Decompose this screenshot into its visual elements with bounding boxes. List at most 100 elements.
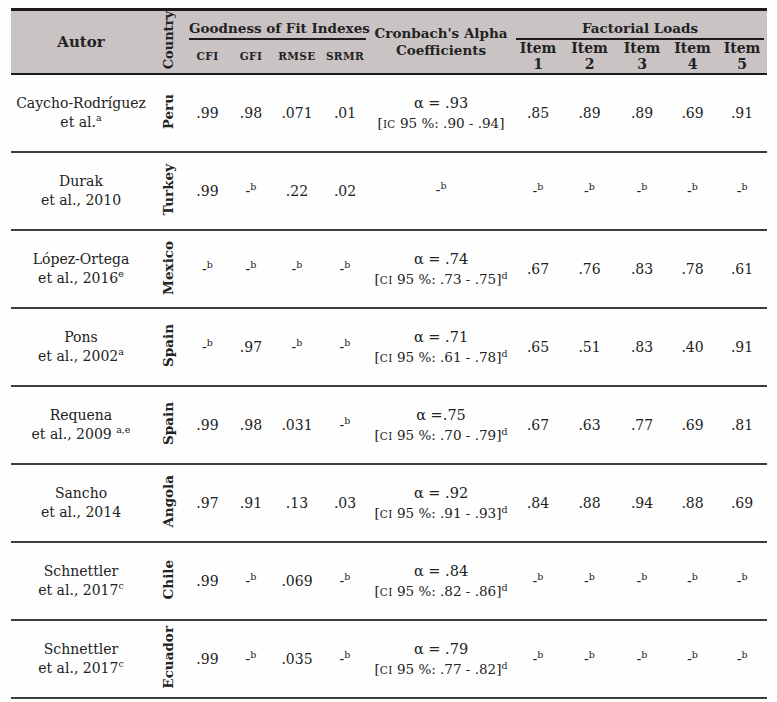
item3-cell: -b	[616, 620, 668, 698]
item4-cell: .88	[668, 464, 717, 542]
smallcaps-text: CI	[380, 586, 393, 598]
header-factorial-group: Factorial Loads	[513, 10, 767, 40]
alpha-cell: α = .74[CI 95 %: .73 - .75]d	[369, 230, 513, 308]
footnote-marker: c	[118, 658, 123, 669]
item4-cell: .40	[668, 308, 717, 386]
footnote-marker: b	[344, 649, 350, 660]
header-country: Country	[151, 10, 186, 75]
footnote-marker: b	[344, 259, 350, 270]
footnote-marker: b	[250, 649, 256, 660]
item2-cell: .89	[563, 74, 616, 152]
table-body: Caycho-Rodríguezet al.aPeru.99.98.071.01…	[11, 74, 767, 698]
footnote-marker: b	[296, 259, 302, 270]
footnote-marker: a,e	[116, 424, 130, 435]
footnote-marker: b	[692, 571, 698, 582]
footnote-marker: c	[118, 580, 123, 591]
footnote-marker: b	[296, 337, 302, 348]
item1-cell: .67	[513, 230, 563, 308]
item3-cell: .83	[616, 308, 668, 386]
item5-cell: .81	[717, 386, 767, 464]
footnote-marker: b	[344, 337, 350, 348]
country-cell: Chile	[151, 542, 186, 620]
country-cell: Spain	[151, 386, 186, 464]
item5-cell: .61	[717, 230, 767, 308]
country-cell: Angola	[151, 464, 186, 542]
country-cell: Spain	[151, 308, 186, 386]
item3-cell: .89	[616, 74, 668, 152]
footnote-marker: b	[440, 180, 446, 191]
country-label: Ecuador	[162, 626, 176, 689]
author-cell: Ponset al., 2002a	[11, 308, 151, 386]
item1-cell: -b	[513, 542, 563, 620]
alpha-value: α = .93	[371, 94, 511, 114]
item2-cell: .51	[563, 308, 616, 386]
rmse-cell: .069	[273, 542, 321, 620]
header-item-5: Item 5	[717, 40, 767, 75]
author-cell: Sanchoet al., 2014	[11, 464, 151, 542]
footnote-marker: b	[250, 259, 256, 270]
alpha-cell: α = .84[CI 95 %: .82 - .86]d	[369, 542, 513, 620]
footnote-marker: b	[692, 181, 698, 192]
footnote-marker: d	[501, 425, 507, 436]
cfi-cell: .97	[186, 464, 229, 542]
header-item-4: Item 4	[668, 40, 717, 75]
header-cronbach: Cronbach's Alpha Coefficients	[369, 10, 513, 75]
alpha-confidence-interval: [CI 95 %: .61 - .78]d	[371, 348, 511, 366]
item4-cell: -b	[668, 152, 717, 230]
alpha-value: α = .79	[371, 640, 511, 660]
item2-cell: .63	[563, 386, 616, 464]
country-cell: Ecuador	[151, 620, 186, 698]
table-row: Caycho-Rodríguezet al.aPeru.99.98.071.01…	[11, 74, 767, 152]
footnote-marker: b	[344, 415, 350, 426]
smallcaps-text: CI	[380, 430, 393, 442]
item5-cell: -b	[717, 542, 767, 620]
footnote-marker: e	[118, 268, 124, 279]
item1-cell: .67	[513, 386, 563, 464]
alpha-value: α = .74	[371, 250, 511, 270]
footnote-marker: b	[207, 259, 213, 270]
rmse-cell: -b	[273, 308, 321, 386]
footnote-marker: b	[741, 649, 747, 660]
item2-cell: .76	[563, 230, 616, 308]
footnote-marker: b	[589, 181, 595, 192]
rmse-cell: .031	[273, 386, 321, 464]
header-gof-group: Goodness of Fit Indexes	[186, 10, 369, 40]
footnote-marker: b	[344, 571, 350, 582]
alpha-value: -b	[371, 181, 511, 201]
footnote-marker: a	[118, 346, 124, 357]
author-cell: Requenaet al., 2009 a,e	[11, 386, 151, 464]
footnote-marker: a	[96, 112, 102, 123]
alpha-cell: α = .79[CI 95 %: .77 - .82]d	[369, 620, 513, 698]
header-cfi: CFI	[186, 40, 229, 75]
header-item-1: Item 1	[513, 40, 563, 75]
table-row: Duraket al., 2010Turkey.99-b.22.02-b-b-b…	[11, 152, 767, 230]
alpha-cell: α = .93[IC 95 %: .90 - .94]	[369, 74, 513, 152]
rmse-cell: -b	[273, 230, 321, 308]
alpha-value: α = .71	[371, 328, 511, 348]
header-country-label: Country	[162, 11, 175, 69]
footnote-marker: d	[501, 659, 507, 670]
srmr-cell: -b	[321, 230, 369, 308]
psychometrics-table: Autor Country Goodness of Fit Indexes Cr…	[11, 8, 767, 699]
gfi-cell: .98	[229, 386, 273, 464]
header-rmse: RMSE	[273, 40, 321, 75]
factorial-group-label: Factorial Loads	[516, 20, 764, 40]
alpha-confidence-interval: [CI 95 %: .70 - .79]d	[371, 426, 511, 444]
footnote-marker: b	[741, 571, 747, 582]
footnote-marker: b	[589, 649, 595, 660]
item3-cell: -b	[616, 542, 668, 620]
header-autor: Autor	[11, 10, 151, 75]
gfi-cell: -b	[229, 230, 273, 308]
author-cell: Duraket al., 2010	[11, 152, 151, 230]
item1-cell: -b	[513, 620, 563, 698]
footnote-marker: b	[692, 649, 698, 660]
header-item-2: Item 2	[563, 40, 616, 75]
rmse-cell: .071	[273, 74, 321, 152]
rmse-cell: .035	[273, 620, 321, 698]
cfi-cell: .99	[186, 620, 229, 698]
country-label: Mexico	[162, 241, 176, 295]
gfi-cell: .91	[229, 464, 273, 542]
alpha-confidence-interval: [CI 95 %: .73 - .75]d	[371, 270, 511, 288]
table-header: Autor Country Goodness of Fit Indexes Cr…	[11, 10, 767, 75]
smallcaps-text: CI	[380, 352, 393, 364]
